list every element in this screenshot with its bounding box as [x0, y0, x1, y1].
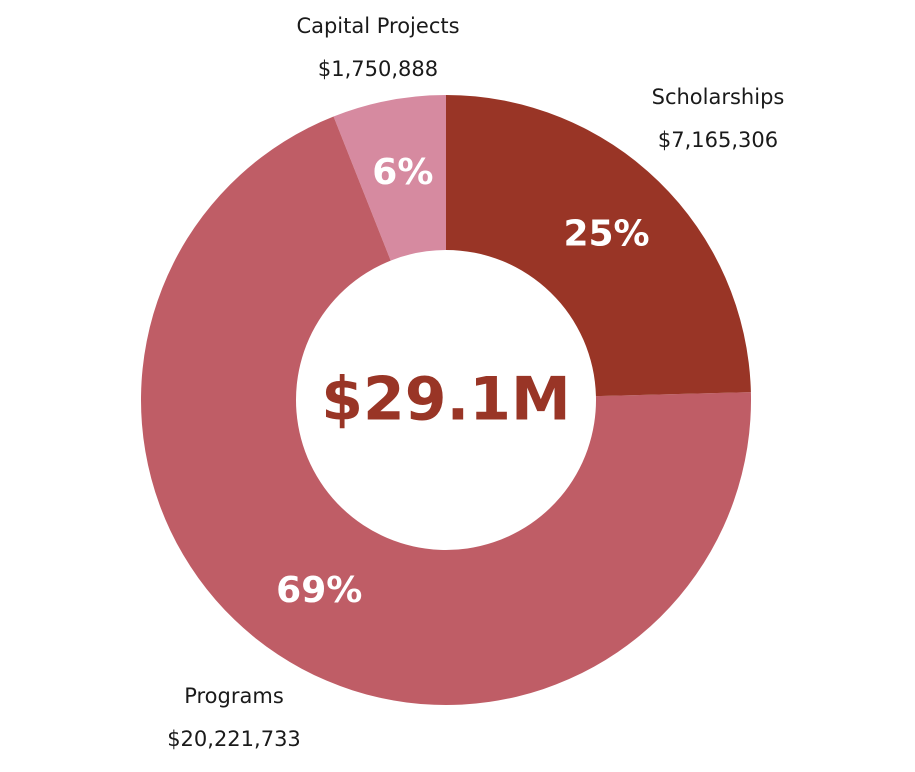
center-total: $29.1M — [321, 365, 571, 435]
percent-label: 25% — [563, 213, 649, 254]
category-label: Programs — [184, 684, 284, 708]
category-label: Scholarships — [652, 85, 785, 109]
value-label: $20,221,733 — [167, 727, 301, 751]
value-label: $1,750,888 — [318, 57, 438, 81]
category-label: Capital Projects — [296, 14, 459, 38]
chart: $29.1M 25% Scholarships $7,165,306 69% Progr… — [0, 0, 915, 772]
percent-label: 6% — [372, 152, 433, 193]
value-label: $7,165,306 — [658, 128, 778, 152]
percent-label: 69% — [276, 570, 362, 611]
